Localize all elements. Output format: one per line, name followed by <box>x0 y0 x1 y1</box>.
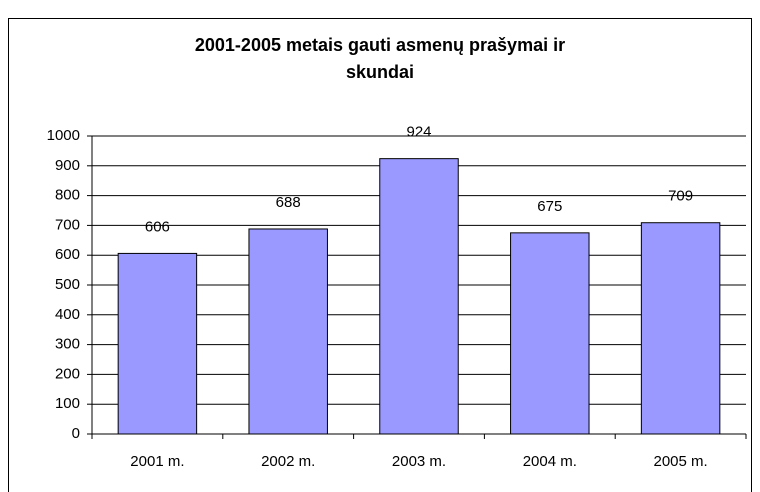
y-tick-label: 700 <box>55 216 80 233</box>
y-tick-label: 600 <box>55 246 80 263</box>
y-tick-label: 900 <box>55 157 80 174</box>
bar <box>640 222 721 435</box>
y-tick-label: 400 <box>55 306 80 323</box>
x-tick-label: 2002 m. <box>261 453 315 470</box>
y-tick-label: 300 <box>55 336 80 353</box>
chart-title: 2001-2005 metais gauti asmenų prašymai i… <box>194 35 566 82</box>
y-tick-label: 500 <box>55 276 80 293</box>
bar <box>510 232 590 435</box>
y-tick-label: 100 <box>55 395 80 412</box>
y-tick-label: 0 <box>72 425 80 442</box>
x-tick-label: 2001 m. <box>130 453 184 470</box>
x-tick-label: 2005 m. <box>653 453 707 470</box>
bar <box>248 228 328 435</box>
value-label: 675 <box>537 198 562 215</box>
bar <box>379 158 459 435</box>
x-tick-label: 2003 m. <box>392 453 446 470</box>
x-tick-label: 2004 m. <box>523 453 577 470</box>
value-label: 688 <box>276 194 301 211</box>
value-label: 606 <box>145 218 170 235</box>
y-tick-label: 800 <box>55 187 80 204</box>
value-label: 924 <box>406 124 431 141</box>
y-tick-label: 200 <box>55 365 80 382</box>
bar <box>117 252 198 435</box>
y-tick-label: 1000 <box>47 127 80 144</box>
value-label: 709 <box>668 188 693 205</box>
